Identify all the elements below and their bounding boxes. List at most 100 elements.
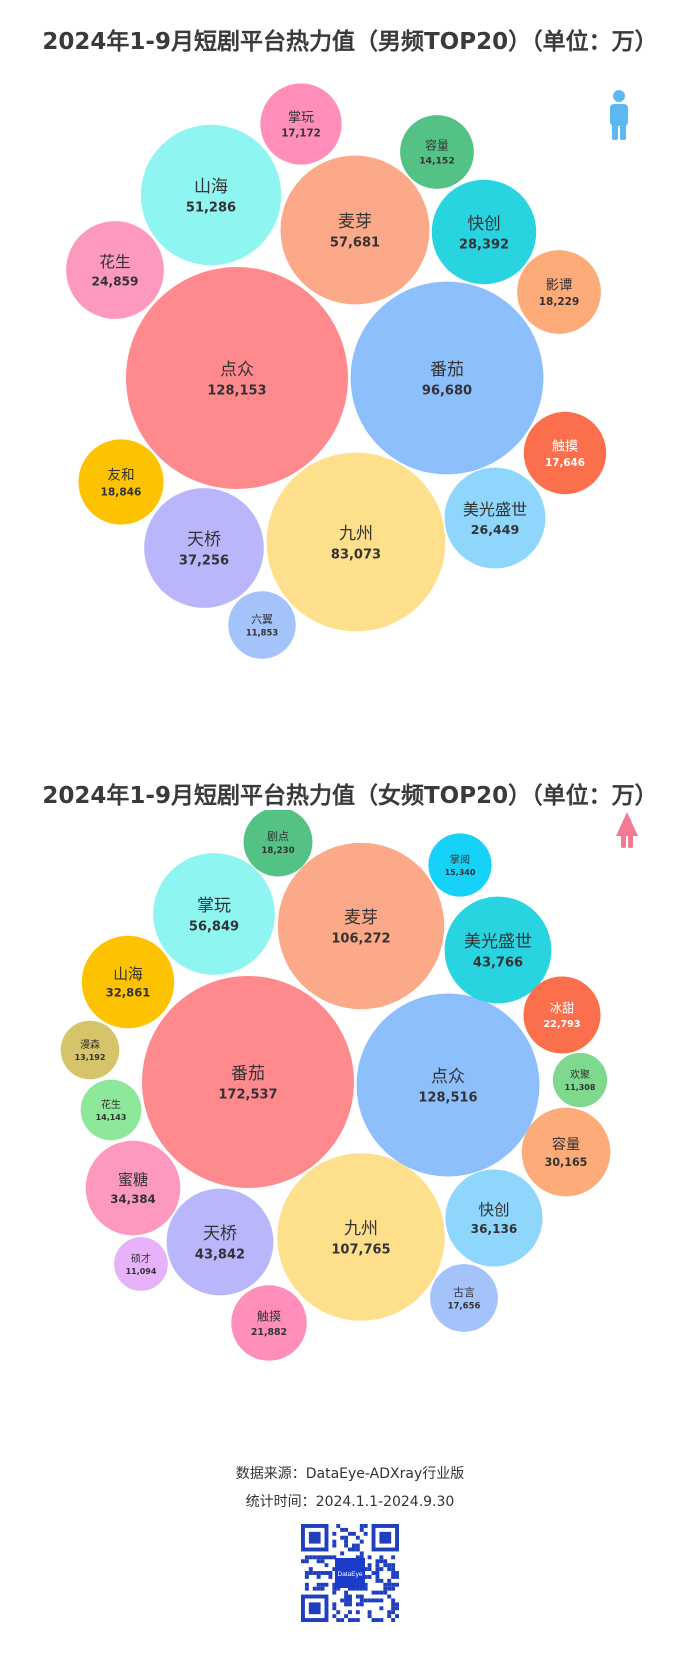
male-bubble: 山海 51,286 (140, 124, 282, 266)
female-bubble-name: 番茄 (231, 1064, 265, 1084)
female-bubble-circle (444, 896, 552, 1004)
male-bubble-circle (350, 281, 544, 475)
female-bubble-circle (60, 1020, 120, 1080)
female-bubble: 漫森 13,192 (60, 1020, 120, 1080)
female-bubble: 容量 30,165 (521, 1107, 611, 1197)
female-bubble-value: 43,842 (195, 1247, 245, 1262)
male-bubble: 掌玩 17,172 (260, 83, 342, 165)
male-bubble-value: 17,172 (281, 129, 320, 140)
female-bubble-circle (552, 1052, 608, 1108)
male-bubble: 容量 14,152 (400, 115, 474, 189)
female-bubble-circle (80, 1079, 142, 1141)
male-person-icon (610, 90, 628, 140)
bubble-chart-male: 点众 128,153 番茄 96,680 九州 83,073 麦芽 57,681 山海 51,28… (66, 83, 628, 659)
male-bubble-circle (523, 411, 607, 495)
female-bubble-name: 硕才 (131, 1252, 151, 1265)
male-bubble-circle (266, 452, 446, 632)
male-bubble-circle (140, 124, 282, 266)
male-bubble-name: 影谭 (546, 277, 573, 293)
female-bubble-circle (243, 810, 313, 877)
female-bubble-name: 天桥 (203, 1224, 237, 1244)
female-bubble-name: 九州 (344, 1219, 378, 1239)
female-bubble: 剧点 18,230 (243, 810, 313, 877)
female-bubble-name: 美光盛世 (464, 932, 532, 952)
female-bubble: 掌阅 15,340 (428, 833, 492, 897)
male-bubble: 快创 28,392 (431, 179, 537, 285)
female-bubble: 蜜糖 34,384 (85, 1140, 181, 1236)
bubble-chart-female: 番茄 172,537 点众 128,516 九州 107,765 麦芽 106,272 掌玩 56… (60, 810, 638, 1361)
qr-logo-text: DataEye (338, 1571, 363, 1578)
female-bubble-name: 掌玩 (197, 896, 231, 916)
female-bubble-value: 36,136 (471, 1222, 518, 1236)
male-bubble-name: 花生 (99, 253, 130, 271)
female-bubble-value: 18,230 (261, 846, 294, 856)
female-bubble-value: 15,340 (445, 868, 476, 877)
male-bubble-value: 11,853 (246, 628, 278, 638)
female-bubble: 掌玩 56,849 (153, 853, 275, 975)
male-bubble: 点众 128,153 (126, 267, 348, 489)
female-bubble-value: 106,272 (331, 931, 390, 946)
male-bubble-value: 18,229 (539, 296, 580, 308)
data-source: 数据来源：DataEye-ADXray行业版 (235, 1466, 465, 1482)
male-bubble-value: 96,680 (422, 383, 472, 398)
male-bubble: 番茄 96,680 (350, 281, 544, 475)
female-bubble: 触摸 21,882 (231, 1285, 307, 1361)
qr-code[interactable]: DataEye (301, 1524, 399, 1622)
female-bubble-name: 漫森 (80, 1038, 100, 1051)
male-bubble-value: 57,681 (330, 235, 380, 250)
male-bubble-name: 掌玩 (288, 110, 314, 125)
female-bubble-circle (430, 1264, 498, 1332)
male-bubble-value: 128,153 (207, 383, 266, 398)
female-bubble-name: 蜜糖 (118, 1171, 148, 1189)
male-bubble-name: 天桥 (187, 530, 221, 550)
female-bubble-value: 17,656 (448, 1302, 481, 1312)
male-bubble-circle (400, 115, 474, 189)
male-bubble: 美光盛世 26,449 (444, 467, 546, 569)
male-bubble-circle (66, 221, 164, 319)
male-bubble-name: 容量 (425, 139, 449, 153)
female-bubble-circle (81, 935, 175, 1029)
female-bubble-value: 56,849 (189, 919, 239, 934)
female-bubble-circle (153, 853, 275, 975)
male-bubble-name: 友和 (107, 467, 134, 483)
female-bubble: 冰甜 22,793 (523, 976, 601, 1054)
male-bubble-circle (260, 83, 342, 165)
male-bubble-name: 山海 (194, 177, 228, 197)
female-bubble-value: 34,384 (110, 1192, 156, 1206)
female-bubble: 古言 17,656 (430, 1264, 498, 1332)
male-bubble-value: 18,846 (101, 486, 142, 498)
chart-title-male: 2024年1-9月短剧平台热力值（男频TOP20）（单位：万） (42, 29, 658, 55)
female-bubble-value: 107,765 (331, 1242, 390, 1257)
male-bubble-name: 六翼 (251, 613, 273, 626)
female-bubble-name: 快创 (478, 1201, 509, 1219)
female-bubble: 九州 107,765 (277, 1153, 445, 1321)
female-bubble: 美光盛世 43,766 (444, 896, 552, 1004)
female-bubble: 麦芽 106,272 (277, 842, 445, 1010)
male-bubble-value: 14,152 (419, 156, 454, 167)
female-bubble-value: 172,537 (218, 1087, 277, 1102)
female-bubble-value: 13,192 (75, 1053, 106, 1062)
female-bubble-circle (166, 1188, 274, 1296)
dataeye-logo-box (335, 1558, 365, 1588)
female-bubble: 花生 14,143 (80, 1079, 142, 1141)
female-bubble-value: 11,094 (126, 1267, 157, 1276)
female-bubble-circle (428, 833, 492, 897)
male-bubble-name: 触摸 (552, 438, 578, 454)
male-bubble-circle (280, 155, 430, 305)
male-bubble: 影谭 18,229 (517, 250, 601, 334)
female-bubble-name: 欢聚 (570, 1068, 590, 1081)
male-bubble-name: 麦芽 (338, 212, 372, 232)
male-bubble-value: 26,449 (471, 522, 520, 537)
female-bubble-value: 21,882 (251, 1327, 287, 1338)
female-bubble: 快创 36,136 (445, 1169, 543, 1267)
female-bubble-name: 冰甜 (550, 1002, 575, 1016)
female-bubble-circle (85, 1140, 181, 1236)
male-bubble-circle (431, 179, 537, 285)
female-bubble-circle (142, 976, 354, 1188)
female-bubble-value: 128,516 (418, 1090, 477, 1105)
female-bubble-value: 32,861 (106, 985, 151, 999)
female-bubble-name: 古言 (453, 1286, 475, 1299)
female-bubble-circle (277, 1153, 445, 1321)
male-bubble: 友和 18,846 (78, 439, 164, 525)
male-bubble-circle (78, 439, 164, 525)
